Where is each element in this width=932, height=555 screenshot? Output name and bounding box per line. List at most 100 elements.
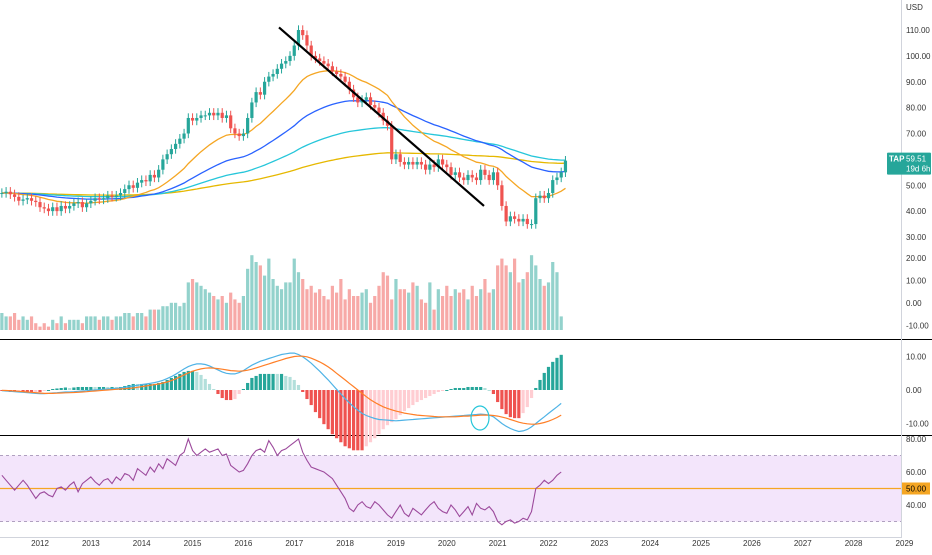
volume-bar[interactable] — [262, 275, 267, 330]
candle[interactable] — [21, 199, 25, 201]
candle[interactable] — [373, 105, 377, 108]
volume-bar[interactable] — [279, 289, 284, 330]
currency-label[interactable]: USD — [906, 3, 923, 12]
candle[interactable] — [381, 112, 385, 121]
volume-bar[interactable] — [313, 292, 318, 330]
candle[interactable] — [335, 71, 339, 74]
candle[interactable] — [4, 191, 8, 194]
candle[interactable] — [563, 160, 568, 173]
volume-bar[interactable] — [224, 302, 229, 330]
candle[interactable] — [390, 125, 394, 160]
candle[interactable] — [462, 177, 466, 181]
volume-bar[interactable] — [157, 309, 161, 330]
candle[interactable] — [424, 164, 428, 170]
candle[interactable] — [76, 202, 80, 204]
volume-bar[interactable] — [237, 302, 241, 330]
volume-bar[interactable] — [68, 319, 72, 330]
candle[interactable] — [296, 30, 301, 46]
candle[interactable] — [241, 133, 245, 137]
candle[interactable] — [131, 185, 135, 188]
volume-bar[interactable] — [339, 279, 343, 330]
volume-bar[interactable] — [356, 296, 360, 330]
candle[interactable] — [487, 174, 491, 181]
candle[interactable] — [419, 161, 423, 165]
candle[interactable] — [68, 205, 72, 209]
candle[interactable] — [25, 198, 29, 200]
volume-bar[interactable] — [254, 262, 258, 330]
volume-bar[interactable] — [381, 272, 385, 330]
candle[interactable] — [38, 202, 42, 208]
volume-bar[interactable] — [322, 296, 326, 330]
candle[interactable] — [8, 191, 12, 195]
volume-bar[interactable] — [93, 316, 97, 330]
candle[interactable] — [551, 180, 555, 194]
volume-bar[interactable] — [25, 319, 29, 330]
volume-bar[interactable] — [169, 302, 173, 330]
volume-bar[interactable] — [46, 326, 51, 330]
candle[interactable] — [199, 115, 203, 118]
volume-bar[interactable] — [233, 299, 237, 330]
candle[interactable] — [491, 172, 496, 181]
candle[interactable] — [440, 159, 445, 165]
volume-bar[interactable] — [59, 316, 63, 330]
trendline[interactable] — [278, 26, 485, 207]
candle[interactable] — [89, 200, 93, 204]
volume-bar[interactable] — [330, 285, 334, 330]
volume-bar[interactable] — [398, 289, 402, 330]
volume-bar[interactable] — [364, 289, 368, 330]
candle[interactable] — [309, 45, 313, 56]
candle[interactable] — [301, 30, 305, 36]
candle[interactable] — [529, 224, 534, 226]
candle[interactable] — [466, 174, 470, 181]
candle[interactable] — [546, 193, 551, 199]
volume-bar[interactable] — [428, 282, 432, 330]
candle[interactable] — [93, 198, 97, 201]
candle[interactable] — [29, 198, 34, 201]
candle[interactable] — [356, 97, 360, 103]
volume-bar[interactable] — [500, 258, 504, 330]
volume-bar[interactable] — [140, 313, 144, 330]
candle[interactable] — [279, 63, 284, 69]
volume-bar[interactable] — [411, 282, 415, 330]
volume-bar[interactable] — [152, 309, 157, 330]
candle[interactable] — [521, 218, 525, 222]
candle[interactable] — [110, 195, 114, 197]
volume-bar[interactable] — [271, 279, 275, 330]
volume-bar[interactable] — [207, 292, 212, 330]
candle[interactable] — [148, 174, 152, 182]
candle[interactable] — [0, 193, 4, 195]
candle[interactable] — [229, 115, 233, 129]
candle[interactable] — [254, 92, 258, 103]
volume-bar[interactable] — [144, 316, 148, 330]
volume-bar[interactable] — [174, 302, 178, 330]
candle[interactable] — [114, 195, 118, 197]
volume-bar[interactable] — [551, 262, 555, 330]
volume-bar[interactable] — [186, 282, 190, 330]
candle[interactable] — [453, 172, 457, 175]
candle[interactable] — [318, 58, 322, 62]
volume-bar[interactable] — [241, 296, 245, 330]
volume-bar[interactable] — [479, 289, 483, 330]
volume-bar[interactable] — [190, 279, 195, 330]
volume-bar[interactable] — [63, 323, 68, 330]
candle[interactable] — [203, 115, 207, 117]
candle[interactable] — [449, 167, 453, 175]
candle[interactable] — [445, 164, 449, 168]
volume-bar[interactable] — [76, 319, 80, 330]
volume-bar[interactable] — [118, 316, 123, 330]
candle[interactable] — [258, 92, 262, 95]
candle[interactable] — [207, 112, 212, 116]
volume-bar[interactable] — [347, 289, 351, 330]
volume-bar[interactable] — [424, 302, 428, 330]
candle[interactable] — [339, 73, 343, 77]
volume-bar[interactable] — [55, 323, 59, 330]
candle[interactable] — [538, 195, 542, 199]
volume-bar[interactable] — [368, 302, 373, 330]
candle[interactable] — [555, 177, 559, 181]
volume-bar[interactable] — [517, 282, 521, 330]
candle[interactable] — [127, 185, 131, 190]
candle[interactable] — [508, 216, 512, 222]
volume-bar[interactable] — [351, 296, 356, 330]
volume-bar[interactable] — [212, 296, 216, 330]
